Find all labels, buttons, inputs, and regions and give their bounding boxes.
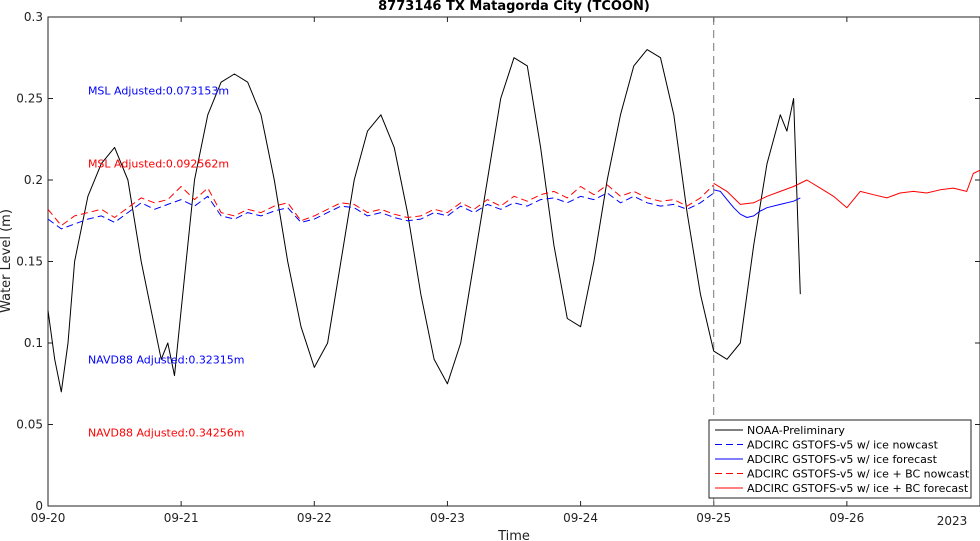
legend-box (708, 419, 972, 499)
legend-entry: ADCIRC GSTOFS-v5 w/ ice forecast (747, 453, 938, 466)
series-line-4 (713, 169, 980, 209)
y-axis-label: Water Level (m) (0, 209, 14, 313)
y-tick-label: 0.15 (16, 255, 43, 269)
legend-entry: ADCIRC GSTOFS-v5 w/ ice nowcast (747, 439, 939, 452)
x-tick-label: 09-24 (563, 511, 598, 525)
legend: NOAA-Preliminary ADCIRC GSTOFS-v5 w/ ice … (708, 419, 972, 499)
y-axis: 0 0.05 0.1 0.15 0.2 0.25 0.3 (16, 10, 980, 513)
chart-title: 8773146 TX Matagorda City (TCOON) (378, 0, 650, 14)
y-tick-label: 0.05 (16, 418, 43, 432)
x-tick-label: 09-25 (696, 511, 731, 525)
datum-annotations: MSL Adjusted:0.073153m MSL Adjusted:0.092… (88, 84, 245, 439)
legend-entry: NOAA-Preliminary (747, 424, 845, 437)
datum-annotation: MSL Adjusted:0.073153m (88, 84, 229, 97)
series-line-2 (713, 189, 801, 218)
x-tick-label: 09-23 (430, 511, 465, 525)
legend-entry: ADCIRC GSTOFS-v5 w/ ice + BC nowcast (747, 468, 970, 481)
x-tick-label: 09-22 (297, 511, 332, 525)
x-tick-label: 09-26 (829, 511, 864, 525)
datum-annotation: MSL Adjusted:0.092562m (88, 158, 229, 171)
y-tick-label: 0.2 (24, 173, 43, 187)
y-tick-label: 0.3 (24, 10, 43, 24)
x-axis-label: Time (497, 529, 530, 541)
series-line-0 (47, 49, 801, 393)
y-tick-label: 0 (35, 499, 43, 513)
year-label: 2023 (937, 514, 968, 528)
legend-entry: ADCIRC GSTOFS-v5 w/ ice + BC forecast (747, 482, 969, 495)
datum-annotation: NAVD88 Adjusted:0.34256m (88, 427, 245, 440)
series-line-3 (47, 184, 715, 227)
y-tick-label: 0.1 (24, 336, 43, 350)
series-layer (47, 49, 980, 393)
series-line-1 (47, 192, 714, 230)
x-tick-label: 09-20 (31, 511, 66, 525)
y-tick-label: 0.25 (16, 92, 43, 106)
datum-annotation: NAVD88 Adjusted:0.32315m (88, 353, 245, 366)
x-tick-label: 09-21 (164, 511, 199, 525)
